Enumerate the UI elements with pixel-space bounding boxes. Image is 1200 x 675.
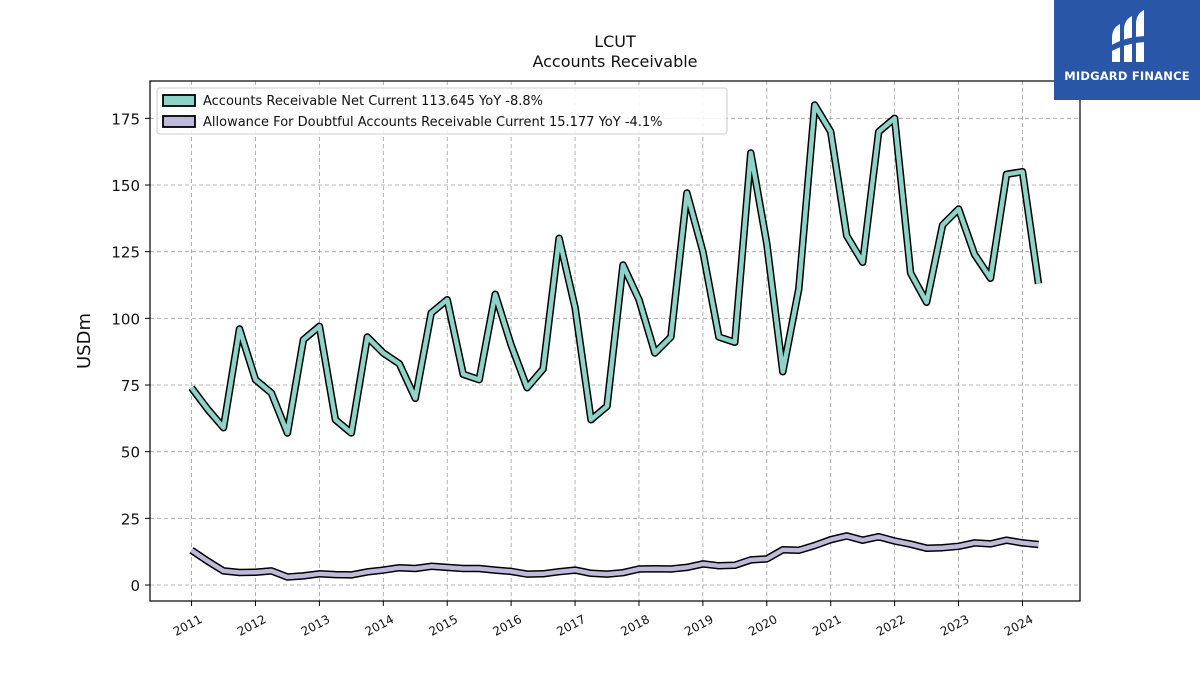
series-1-line bbox=[189, 102, 1041, 436]
y-axis-label: USDm bbox=[74, 313, 95, 369]
chart-subtitle: Accounts Receivable bbox=[532, 52, 698, 71]
x-tick-label: 2013 bbox=[299, 612, 333, 639]
x-tick-label: 2018 bbox=[618, 612, 652, 639]
y-tick-label: 100 bbox=[111, 310, 140, 328]
plot-frame bbox=[149, 80, 1081, 602]
x-axis: 2011 2012 2013 2014 2015 2016 2017 2018 2019 2020… bbox=[171, 601, 1035, 639]
chart-title: LCUT Accounts Receivable bbox=[150, 32, 1080, 72]
x-tick-label: 2024 bbox=[1002, 612, 1036, 639]
y-axis: 0 25 50 75 100 125 150 175 bbox=[111, 110, 150, 595]
legend-box bbox=[156, 87, 728, 135]
series-2-line bbox=[190, 533, 1039, 580]
x-tick-label: 2011 bbox=[171, 612, 205, 639]
brand-mark-icon bbox=[1110, 10, 1148, 62]
x-tick-label: 2022 bbox=[874, 612, 908, 639]
legend-swatch-2 bbox=[162, 115, 196, 128]
x-tick-label: 2015 bbox=[427, 612, 461, 639]
y-tick-label: 150 bbox=[111, 177, 140, 195]
x-tick-label: 2012 bbox=[235, 612, 269, 639]
series-layer bbox=[188, 101, 1043, 581]
y-tick-label: 125 bbox=[111, 244, 140, 262]
x-tick-label: 2016 bbox=[490, 612, 524, 639]
series-2-outline bbox=[189, 532, 1039, 581]
x-tick-label: 2020 bbox=[746, 612, 780, 639]
x-tick-label: 2021 bbox=[810, 612, 844, 639]
legend: Accounts Receivable Net Current 113.645 … bbox=[156, 87, 728, 135]
chart-ticker: LCUT bbox=[594, 32, 636, 51]
x-tick-label: 2014 bbox=[363, 612, 397, 639]
brand-name: MIDGARD FINANCE bbox=[1064, 69, 1190, 83]
legend-label-2: Allowance For Doubtful Accounts Receivab… bbox=[203, 115, 663, 130]
y-tick-label: 75 bbox=[121, 377, 140, 395]
y-tick-label: 0 bbox=[130, 577, 140, 595]
brand-logo: MIDGARD FINANCE bbox=[1054, 0, 1200, 100]
x-tick-label: 2017 bbox=[554, 612, 588, 639]
legend-swatch-1 bbox=[162, 94, 196, 107]
y-tick-label: 25 bbox=[121, 510, 140, 528]
legend-label-1: Accounts Receivable Net Current 113.645 … bbox=[203, 94, 543, 109]
y-tick-label: 175 bbox=[111, 110, 140, 128]
x-tick-label: 2023 bbox=[938, 612, 972, 639]
x-tick-label: 2019 bbox=[682, 612, 716, 639]
y-tick-label: 50 bbox=[121, 444, 140, 462]
